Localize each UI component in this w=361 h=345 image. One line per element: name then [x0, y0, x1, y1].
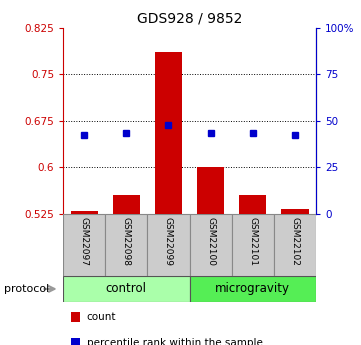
Title: GDS928 / 9852: GDS928 / 9852 [137, 11, 242, 25]
Text: GSM22101: GSM22101 [248, 217, 257, 266]
Text: microgravity: microgravity [215, 283, 290, 295]
Bar [71, 313, 80, 322]
Text: GSM22100: GSM22100 [206, 217, 215, 266]
Bar [274, 214, 316, 276]
Text: control: control [106, 283, 147, 295]
Text: GSM22097: GSM22097 [80, 217, 89, 266]
Text: GSM22099: GSM22099 [164, 217, 173, 266]
Text: GSM22098: GSM22098 [122, 217, 131, 266]
Text: GSM22102: GSM22102 [290, 217, 299, 266]
Bar [71, 338, 80, 345]
Bar [155, 52, 182, 214]
Bar [281, 209, 309, 214]
Bar [239, 195, 266, 214]
Bar [105, 214, 147, 276]
Bar [232, 214, 274, 276]
Bar [70, 211, 98, 214]
Text: count: count [87, 313, 116, 322]
Bar [113, 195, 140, 214]
Bar [147, 214, 190, 276]
Bar [190, 276, 316, 302]
Bar [190, 214, 232, 276]
Text: protocol: protocol [4, 284, 49, 294]
Bar [197, 167, 224, 214]
Text: percentile rank within the sample: percentile rank within the sample [87, 338, 262, 345]
Bar [63, 276, 190, 302]
Bar [63, 214, 105, 276]
